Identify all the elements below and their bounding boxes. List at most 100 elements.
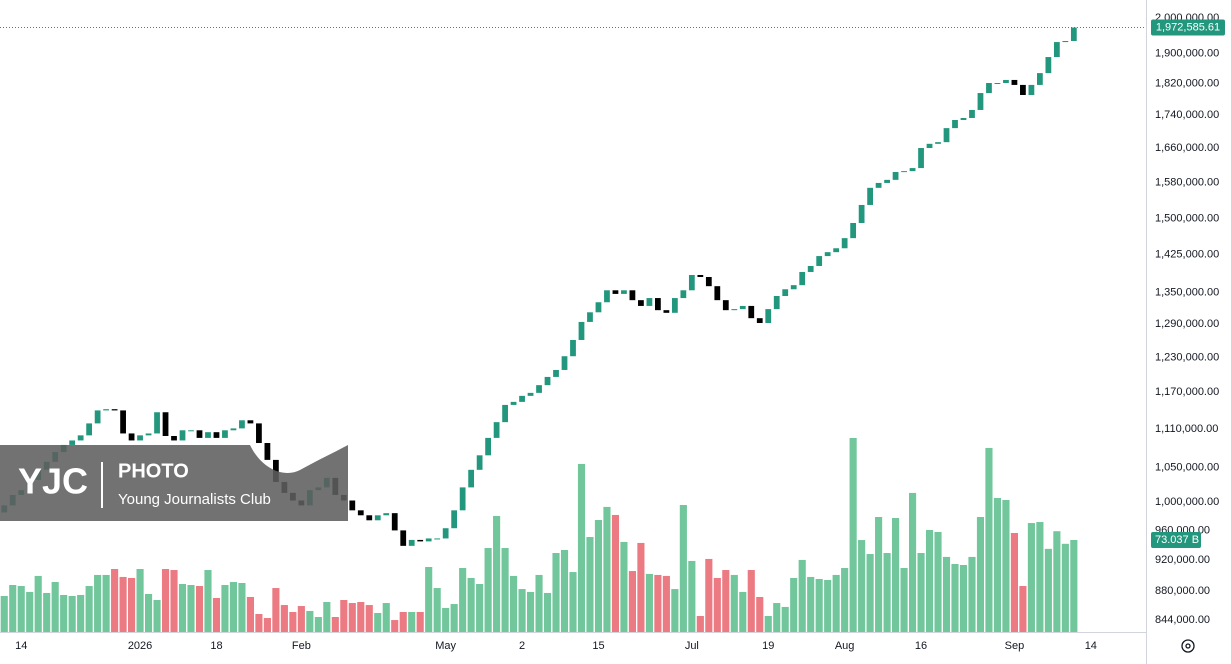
volume-bar <box>94 574 102 632</box>
volume-bar <box>170 570 178 632</box>
candle-body <box>816 256 823 266</box>
candle-body <box>824 252 831 257</box>
candle-body <box>621 290 627 294</box>
settings-icon[interactable] <box>1181 639 1195 653</box>
volume-bar <box>526 591 535 632</box>
volume-pane <box>0 438 1078 632</box>
x-tick-label: Aug <box>835 640 855 652</box>
candle-body <box>722 300 729 311</box>
volume-bar <box>951 563 959 632</box>
watermark: YJC PHOTO Young Journalists Club <box>0 445 348 521</box>
volume-bar <box>111 569 119 632</box>
volume-bar <box>229 581 238 632</box>
volume-bar <box>280 605 288 632</box>
x-tick-label: 14 <box>1085 640 1097 652</box>
volume-bar <box>501 547 509 632</box>
volume-bar <box>577 463 586 632</box>
volume-bar <box>374 612 382 632</box>
volume-bar <box>331 617 339 632</box>
candle-body <box>663 310 670 313</box>
candle-body <box>154 412 160 434</box>
volume-bar <box>9 585 17 632</box>
volume-bar <box>1070 539 1078 632</box>
candle-body <box>773 295 780 310</box>
candle-body <box>434 538 441 540</box>
candle-body <box>892 171 899 180</box>
candle-body <box>188 430 194 432</box>
volume-bar <box>1036 522 1044 632</box>
candle-body <box>485 437 491 456</box>
candle-body <box>205 432 211 438</box>
candle-body <box>850 222 857 239</box>
candle-body <box>527 392 534 396</box>
candle-body <box>875 182 882 188</box>
candle-body <box>400 530 407 546</box>
candle-body <box>935 142 941 144</box>
candle-body <box>137 435 143 441</box>
candle-body <box>553 369 559 377</box>
y-tick-label: 1,000,000.00 <box>1155 496 1219 508</box>
volume-bar <box>518 589 526 632</box>
candle-body <box>688 274 695 291</box>
volume-bar <box>756 596 764 632</box>
candle-body <box>1020 84 1026 95</box>
volume-bar <box>781 606 789 632</box>
volume-bar <box>543 592 552 632</box>
candle-body <box>459 487 466 511</box>
volume-bar <box>128 577 136 632</box>
y-tick-label: 1,820,000.00 <box>1155 78 1219 90</box>
volume-bar <box>985 447 993 632</box>
candle-body <box>383 513 390 516</box>
y-tick-label: 1,900,000.00 <box>1155 48 1219 60</box>
candle-body <box>646 298 653 306</box>
candle-body <box>519 395 525 402</box>
candle-body <box>841 238 848 249</box>
volume-bar <box>892 517 900 632</box>
volume-bar <box>263 618 271 632</box>
volume-bar <box>144 593 153 632</box>
candle-body <box>629 290 636 301</box>
volume-bar <box>739 591 747 632</box>
volume-bar <box>917 553 925 632</box>
volume-bar <box>807 576 815 632</box>
volume-bar <box>272 588 280 632</box>
volume-bar <box>603 506 611 632</box>
candle-body <box>1070 27 1077 41</box>
volume-bar <box>594 520 603 632</box>
volume-bar <box>187 585 195 632</box>
candle-body <box>502 404 508 423</box>
candle-body <box>510 401 517 405</box>
candle-body <box>739 305 746 310</box>
y-tick-label: 1,050,000.00 <box>1155 462 1219 474</box>
candle-body <box>1053 42 1060 58</box>
candle-body <box>213 432 220 438</box>
candle-body <box>69 440 76 445</box>
volume-label-box <box>1151 531 1201 548</box>
volume-bar <box>560 549 569 632</box>
candle-body <box>731 309 738 311</box>
volume-bar <box>484 547 492 632</box>
candle-body <box>756 318 763 324</box>
candle-body <box>171 435 177 441</box>
volume-bar <box>722 570 730 632</box>
volume-bar <box>476 584 484 632</box>
candle-body <box>960 117 967 120</box>
candle-body <box>909 168 916 172</box>
candle-body <box>162 412 169 436</box>
volume-bar <box>119 576 127 632</box>
candle-body <box>86 423 93 436</box>
volume-bar <box>925 529 934 632</box>
volume-bar <box>713 577 721 632</box>
volume-bar <box>654 574 662 632</box>
candle-body <box>807 265 814 272</box>
candle-body <box>604 290 610 303</box>
volume-bar <box>883 553 891 632</box>
volume-bar <box>34 575 42 632</box>
x-tick-label: May <box>435 640 456 652</box>
volume-bar <box>43 592 51 632</box>
candle-body <box>408 539 415 546</box>
candle-body <box>671 298 678 313</box>
volume-bar <box>628 571 636 632</box>
volume-bar <box>798 559 806 632</box>
volume-bar <box>60 594 68 632</box>
